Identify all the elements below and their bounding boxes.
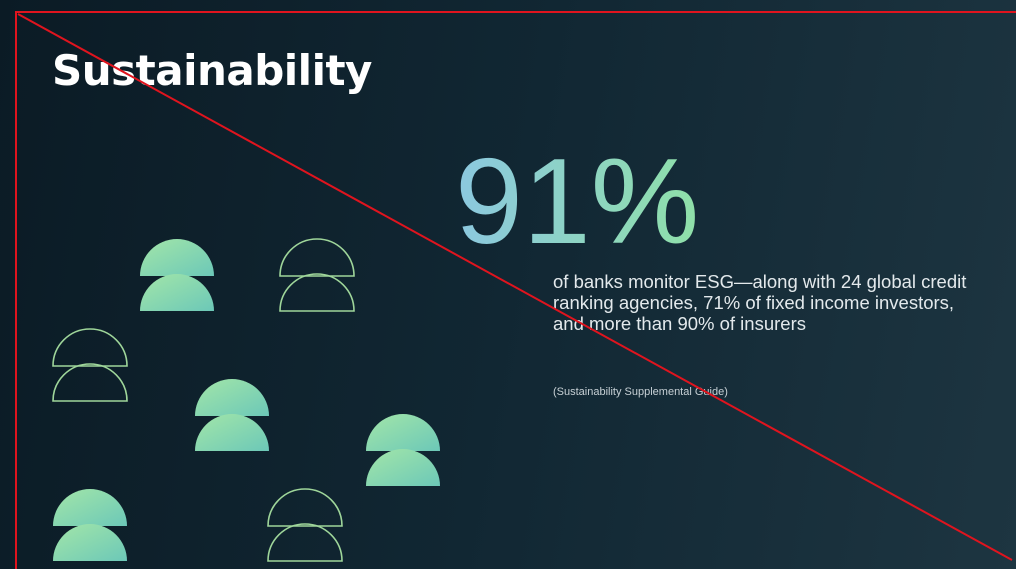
person-icon-part — [53, 489, 127, 526]
stat-value: 91% — [455, 133, 700, 269]
red-diagonal — [17, 13, 1013, 561]
person-icon-part — [140, 274, 214, 311]
red-box — [15, 11, 1016, 569]
person-icon-part — [267, 488, 343, 527]
person-icon-part — [279, 238, 355, 277]
person-icon-part — [195, 414, 269, 451]
title: Sustainability — [52, 46, 372, 95]
person-icon-part — [279, 273, 355, 312]
person-icon-part — [52, 363, 128, 402]
stat-description: of banks monitor ESG—along with 24 globa… — [553, 271, 967, 334]
person-icon-part — [267, 523, 343, 562]
person-icon-part — [366, 449, 440, 486]
stat-source: (Sustainability Supplemental Guide) — [553, 386, 728, 398]
person-icon-part — [195, 379, 269, 416]
person-icon-part — [366, 414, 440, 451]
person-icon-part — [53, 524, 127, 561]
person-icon-part — [140, 239, 214, 276]
person-icon-part — [52, 328, 128, 367]
person-icons — [52, 238, 440, 562]
